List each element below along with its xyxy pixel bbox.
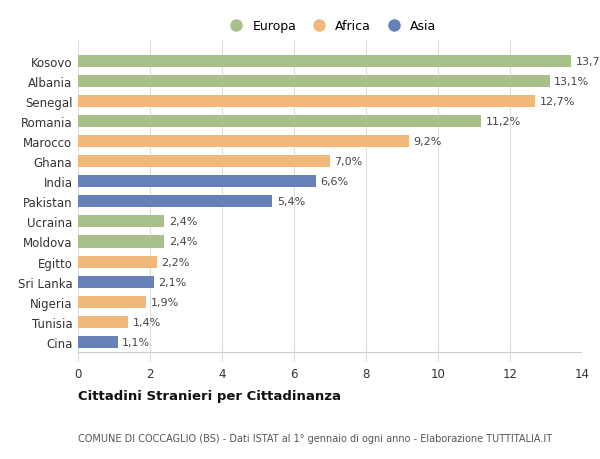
Text: 5,4%: 5,4% — [277, 197, 305, 207]
Text: 2,4%: 2,4% — [169, 217, 197, 227]
Text: 1,9%: 1,9% — [151, 297, 179, 307]
Bar — [78, 216, 164, 228]
Text: 6,6%: 6,6% — [320, 177, 348, 187]
Text: 2,4%: 2,4% — [169, 237, 197, 247]
Text: 7,0%: 7,0% — [334, 157, 362, 167]
Text: 9,2%: 9,2% — [413, 137, 442, 147]
Text: 2,2%: 2,2% — [161, 257, 190, 267]
Bar — [78, 316, 128, 328]
Text: 11,2%: 11,2% — [485, 117, 521, 127]
Bar — [78, 156, 330, 168]
Text: 13,1%: 13,1% — [554, 77, 589, 87]
Text: 1,1%: 1,1% — [122, 337, 150, 347]
Bar — [78, 256, 157, 268]
Text: 13,7%: 13,7% — [575, 57, 600, 67]
Bar — [78, 296, 146, 308]
Text: COMUNE DI COCCAGLIO (BS) - Dati ISTAT al 1° gennaio di ogni anno - Elaborazione : COMUNE DI COCCAGLIO (BS) - Dati ISTAT al… — [78, 433, 552, 442]
Bar — [78, 96, 535, 108]
Legend: Europa, Africa, Asia: Europa, Africa, Asia — [219, 16, 441, 39]
Text: 1,4%: 1,4% — [133, 317, 161, 327]
Bar — [78, 136, 409, 148]
Bar — [78, 56, 571, 68]
Text: 12,7%: 12,7% — [539, 97, 575, 107]
Bar — [78, 276, 154, 288]
Bar — [78, 76, 550, 88]
Text: 2,1%: 2,1% — [158, 277, 186, 287]
Bar — [78, 336, 118, 348]
Bar — [78, 116, 481, 128]
Bar — [78, 236, 164, 248]
Bar — [78, 196, 272, 208]
Text: Cittadini Stranieri per Cittadinanza: Cittadini Stranieri per Cittadinanza — [78, 389, 341, 403]
Bar — [78, 176, 316, 188]
